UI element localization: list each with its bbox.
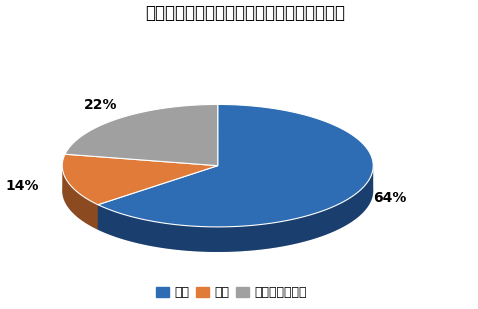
Text: 22%: 22% xyxy=(84,98,118,112)
Legend: 満足, 不満, どちらでもない: 満足, 不満, どちらでもない xyxy=(152,281,312,304)
Polygon shape xyxy=(62,165,98,230)
Polygon shape xyxy=(98,165,373,252)
Text: 14%: 14% xyxy=(5,179,39,193)
Title: ランドクルーザープラドの燃費・満足度調査: ランドクルーザープラドの燃費・満足度調査 xyxy=(145,4,345,22)
Ellipse shape xyxy=(62,129,373,252)
Text: 64%: 64% xyxy=(373,191,406,205)
Polygon shape xyxy=(98,104,373,227)
Polygon shape xyxy=(65,104,218,166)
Polygon shape xyxy=(98,166,218,230)
Polygon shape xyxy=(62,154,218,205)
Polygon shape xyxy=(98,166,218,230)
